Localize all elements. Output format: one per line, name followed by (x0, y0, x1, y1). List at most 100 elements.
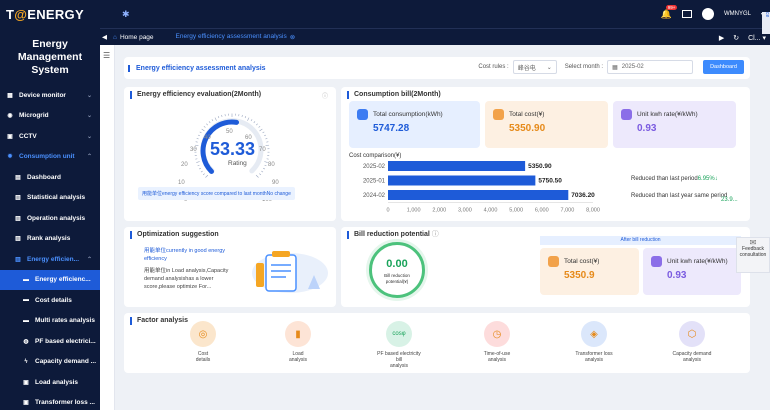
bar-value-label: 5350.90 (528, 163, 552, 170)
tab-active-label: Energy efficiency assessment analysis (175, 33, 287, 40)
dashboard-button[interactable]: Dashboard (703, 60, 744, 74)
gauge-tick-mark (208, 121, 211, 124)
username[interactable]: WMNYGL (723, 11, 751, 17)
close-tabs-menu[interactable]: Cl... ▾ (748, 34, 766, 42)
factor-time-of-use-analysis[interactable]: ◷ Time-of-use analysis (472, 321, 522, 363)
menu-fold-icon[interactable]: ☰ (103, 51, 111, 60)
sidebar-item-energy-efficiency-assessment[interactable]: ▬ Energy efficienc... (0, 269, 100, 290)
reduced-last-period-value: 6.95% (697, 176, 715, 182)
cost-bar[interactable] (388, 161, 526, 171)
sidebar-item-rank-analysis[interactable]: ▥ Rank analysis (0, 229, 100, 250)
gauge-tick-mark (205, 174, 209, 178)
tab-energy-efficiency[interactable]: Energy efficiency assessment analysis ⊗ (169, 29, 302, 46)
factor-capacity-demand-analysis[interactable]: ⬡ Capacity demand analysis (667, 321, 717, 363)
sidebar-item-label: Dashboard (27, 173, 61, 181)
main-area: ☰ Energy efficiency assessment analysis … (100, 45, 770, 410)
gauge-tick-50: 50 (226, 129, 233, 135)
fullscreen-icon[interactable] (681, 10, 692, 18)
gauge-tick-mark (256, 123, 258, 126)
gauge-tick-mark (244, 116, 247, 119)
after-reduction-label: After bill reduction (540, 236, 741, 245)
sidebar-item-device-monitor[interactable]: ▦ Device monitor ⌄ (0, 85, 100, 106)
factor-label-2: analysis (288, 357, 308, 363)
sidebar-item-dashboard[interactable]: ▤ Dashboard (0, 167, 100, 188)
unit-rate-value: 0.93 (637, 123, 657, 134)
brand-logo[interactable]: T @ ENERGY (0, 0, 100, 28)
gauge-tick-mark (197, 134, 201, 137)
edge-tag[interactable]: ce (762, 12, 770, 34)
bolt-icon (357, 109, 368, 120)
close-icon[interactable]: ⊗ (289, 33, 296, 41)
system-title: Energy Management System (17, 38, 83, 76)
coin-icon (493, 109, 504, 120)
feedback-button[interactable]: ✉ Feedback consultation (736, 237, 770, 273)
close-tabs-label: Cl... (748, 34, 761, 42)
total-consumption-value: 5747.28 (373, 123, 410, 134)
sidebar-item-statistical-analysis[interactable]: ▥ Statistical analysis (0, 188, 100, 209)
refresh-icon[interactable]: ↻ (733, 34, 740, 42)
factor-label-1: Load (292, 351, 304, 357)
reduced-last-period-label: Reduced than last period6.95%↓ (631, 176, 718, 182)
bell-icon[interactable]: 🔔 99+ (660, 4, 678, 19)
category-label: 2024-02 (363, 193, 386, 199)
factor-label-2: analysis (682, 357, 702, 363)
factor-cost-details[interactable]: ◎ Cost details (178, 321, 228, 363)
reduction-ring: 0.00 Bill reduction potential(¥) (369, 242, 425, 298)
gauge-tick-mark (264, 164, 267, 167)
score-value: 53.33 (210, 139, 256, 159)
sidebar-item-cost-details[interactable]: ▬ Cost details (0, 290, 100, 311)
consumption-bill-title: Consumption bill(2Month) (347, 91, 441, 99)
sidebar-item-label: Rank analysis (27, 235, 71, 243)
gauge-tick-mark (197, 164, 200, 167)
chevron-down-icon: ⌄ (86, 92, 92, 99)
reduced-unit-rate-value: 0.93 (667, 270, 687, 281)
cost-bar[interactable] (388, 190, 569, 200)
notification-badge: 99+ (665, 4, 678, 10)
gauge-tick-80: 80 (268, 162, 275, 168)
sidebar-item-microgrid[interactable]: ◉ Microgrid ⌄ (0, 106, 100, 127)
sidebar-item-energy-efficiency-group[interactable]: ▥ Energy efficien... ⌃ (0, 249, 100, 270)
cost-rules-label: Cost rules : (478, 64, 509, 70)
cost-bar[interactable] (388, 175, 536, 186)
sidebar-item-cctv[interactable]: ▣ CCTV ⌄ (0, 126, 100, 147)
factor-load-analysis[interactable]: ▮ Load analysis (273, 321, 323, 363)
sidebar-item-operation-analysis[interactable]: ▥ Operation analysis (0, 208, 100, 229)
feedback-label-2: consultation (739, 252, 767, 258)
consumption-bill-card: Consumption bill(2Month) Total consumpti… (341, 87, 750, 221)
sidebar-item-consumption-unit[interactable]: ✹ Consumption unit ⌃ (0, 147, 100, 168)
tab-scroll-left[interactable]: ◀ (102, 34, 107, 41)
factor-transformer-loss-analysis[interactable]: ◈ Transformer loss analysis (569, 321, 619, 363)
optimization-line-1: 用能单位currently in good energy efficiency (144, 248, 226, 262)
unit-rate-stat: Unit kwh rate(¥/kWh) 0.93 (613, 101, 736, 148)
sidebar-item-multi-rates-analysis[interactable]: ▬ Multi rates analysis (0, 311, 100, 332)
sidebar-item-transformer-loss[interactable]: ▣ Transformer loss ... (0, 393, 100, 410)
help-icon[interactable]: ⓘ (431, 231, 439, 238)
month-picker[interactable]: ▦ 2025-02 (607, 60, 694, 74)
cost-rules-value: 峰谷电 (517, 65, 536, 72)
x-tick-label: 0 (386, 208, 389, 214)
evaluation-title: Energy efficiency evaluation(2Month) (130, 91, 261, 99)
tab-scroll-right[interactable]: ▶ (718, 34, 725, 42)
month-label: Select month : (564, 64, 604, 70)
gauge-fill (200, 119, 240, 175)
help-icon[interactable]: ⓘ (321, 94, 328, 100)
rates-icon: ▬ (23, 317, 29, 324)
sidebar-item-load-analysis[interactable]: ▣ Load analysis (0, 372, 100, 393)
cost-icon: ▬ (23, 297, 29, 304)
gauge-tick-mark (264, 161, 268, 163)
tab-home[interactable]: ⌂ Home page (109, 29, 160, 46)
user-avatar[interactable] (701, 8, 714, 20)
cost-comparison-label: Cost comparison(¥) (349, 153, 402, 159)
category-label: 2025-02 (363, 164, 386, 170)
x-tick-label: 5,000 (509, 208, 523, 214)
gauge-tick-40: 40 (204, 135, 211, 141)
expand-icon[interactable]: ✱ (122, 8, 130, 19)
logo-text-a: T (6, 6, 15, 22)
camera-icon: ▣ (7, 133, 13, 140)
cost-rules-select[interactable]: 峰谷电 ⌄ (512, 60, 557, 74)
sidebar-item-pf-based-electricity[interactable]: ◍ PF based electrici... (0, 331, 100, 352)
score-gauge (194, 113, 270, 178)
factor-pf-bill-analysis[interactable]: cosφ PF based electricity bill analysis (374, 321, 424, 369)
page-header: Energy efficiency assessment analysis Co… (124, 57, 750, 79)
sidebar-item-capacity-demand[interactable]: ϟ Capacity demand ... (0, 352, 100, 373)
